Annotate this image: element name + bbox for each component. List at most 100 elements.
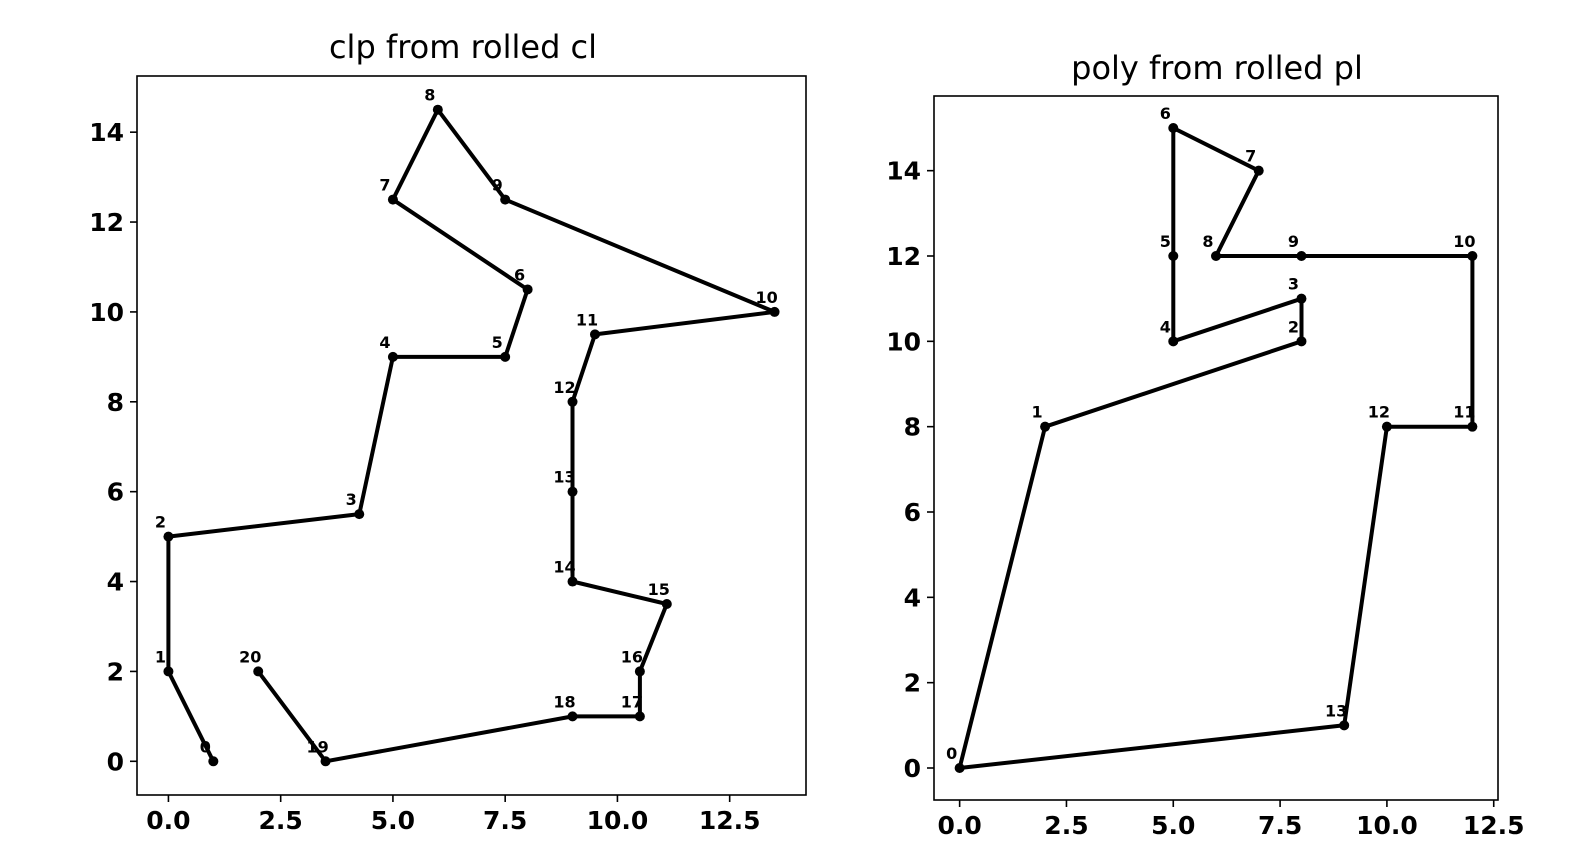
- point-label: 5: [1160, 232, 1171, 251]
- point-label: 1: [155, 647, 166, 666]
- y-tick-label: 6: [107, 478, 124, 507]
- x-tick-label: 5.0: [1151, 811, 1195, 840]
- data-point: [163, 531, 174, 542]
- point-label: 12: [553, 378, 575, 397]
- data-point: [500, 351, 511, 362]
- point-label: 9: [492, 176, 503, 195]
- point-label: 6: [1160, 104, 1171, 123]
- x-tick-label: 0.0: [146, 806, 190, 835]
- point-label: 5: [492, 333, 503, 352]
- x-tick-label: 12.5: [1463, 811, 1525, 840]
- point-label: 8: [1202, 232, 1213, 251]
- point-label: 14: [553, 558, 575, 577]
- y-tick-label: 8: [904, 413, 921, 442]
- point-label: 13: [1325, 701, 1347, 720]
- point-label: 15: [648, 580, 670, 599]
- point-label: 7: [1245, 147, 1256, 166]
- data-point: [1467, 251, 1478, 261]
- x-tick-label: 0.0: [937, 811, 981, 840]
- path-line: [957, 126, 1475, 770]
- point-label: 20: [239, 647, 261, 666]
- x-tick-label: 2.5: [1044, 811, 1088, 840]
- point-label: 6: [514, 265, 525, 284]
- plot-frame: [136, 75, 807, 796]
- data-point: [432, 104, 443, 115]
- point-label: 4: [1160, 317, 1171, 336]
- y-axis: 0 2 4 6 8 10 12 14: [886, 157, 934, 783]
- data-point: [954, 763, 965, 773]
- data-point: [1381, 421, 1392, 432]
- data-point: [500, 194, 511, 205]
- data-point: [1040, 421, 1051, 432]
- data-point: [354, 509, 365, 520]
- data-point: [208, 756, 219, 767]
- x-axis: 0.0 2.5 5.0 7.5 10.0 12.5: [937, 800, 1525, 840]
- data-point: [1296, 293, 1307, 304]
- point-label: 3: [1288, 275, 1299, 294]
- data-point: [661, 599, 672, 610]
- data-point: [567, 486, 578, 497]
- point-label: 0: [946, 744, 957, 763]
- y-tick-label: 12: [886, 242, 921, 271]
- x-tick-label: 10.0: [587, 806, 649, 835]
- point-label: 19: [306, 737, 328, 756]
- y-tick-label: 10: [89, 298, 124, 327]
- y-axis: 0 2 4 6 8 10 12 14: [89, 118, 137, 776]
- x-tick-label: 12.5: [699, 806, 761, 835]
- y-tick-label: 2: [107, 657, 124, 686]
- data-point: [1339, 720, 1350, 731]
- data-point: [253, 666, 264, 677]
- data-point: [522, 284, 533, 295]
- point-label: 10: [1453, 232, 1475, 251]
- data-point: [1168, 123, 1179, 133]
- x-axis: 0.0 2.5 5.0 7.5 10.0 12.5: [146, 795, 761, 835]
- data-point: [634, 711, 645, 722]
- point-label: 10: [755, 288, 777, 307]
- y-tick-label: 0: [904, 754, 921, 783]
- data-point: [769, 306, 780, 317]
- point-label: 17: [621, 692, 643, 711]
- point-label: 9: [1288, 232, 1299, 251]
- chart-poly-from-rolled-pl: poly from rolled pl 0.0 2.5 5.0 7.5 10.0 12.5…: [886, 49, 1524, 840]
- data-point: [1168, 251, 1179, 261]
- y-tick-label: 14: [886, 157, 921, 186]
- y-tick-label: 0: [107, 747, 124, 776]
- y-tick-label: 12: [89, 208, 124, 237]
- point-label: 2: [1288, 317, 1299, 336]
- data-point: [634, 666, 645, 677]
- data-point: [387, 351, 398, 362]
- chart-title: clp from rolled cl: [329, 28, 597, 66]
- data-point: [163, 666, 174, 677]
- x-tick-label: 7.5: [483, 806, 527, 835]
- y-tick-label: 4: [107, 568, 124, 597]
- point-label: 16: [621, 647, 643, 666]
- point-label: 7: [379, 176, 390, 195]
- x-tick-label: 2.5: [259, 806, 303, 835]
- point-label: 18: [553, 692, 575, 711]
- point-label: 1: [1032, 403, 1043, 422]
- data-point: [1296, 251, 1307, 261]
- data-point: [1253, 165, 1264, 176]
- y-tick-label: 8: [107, 388, 124, 417]
- x-tick-label: 7.5: [1258, 811, 1302, 840]
- point-label: 12: [1368, 403, 1390, 422]
- data-point: [320, 756, 331, 767]
- point-label: 2: [155, 513, 166, 532]
- y-tick-label: 4: [904, 583, 921, 612]
- y-tick-label: 2: [904, 669, 921, 698]
- point-label: 3: [346, 490, 357, 509]
- point-label: 11: [1453, 403, 1475, 422]
- point-label: 11: [576, 310, 598, 329]
- x-tick-label: 5.0: [371, 806, 415, 835]
- data-point: [1168, 336, 1179, 347]
- y-tick-label: 14: [89, 118, 124, 147]
- plot-frame: [933, 95, 1499, 801]
- chart-title: poly from rolled pl: [1071, 49, 1363, 87]
- data-point: [567, 711, 578, 722]
- data-point: [1467, 421, 1478, 432]
- chart-clp-from-rolled-cl: clp from rolled cl 0.0 2.5 5.0 7.5 10.0 12.5 …: [89, 28, 807, 835]
- point-label: 8: [424, 86, 435, 105]
- y-tick-label: 6: [904, 498, 921, 527]
